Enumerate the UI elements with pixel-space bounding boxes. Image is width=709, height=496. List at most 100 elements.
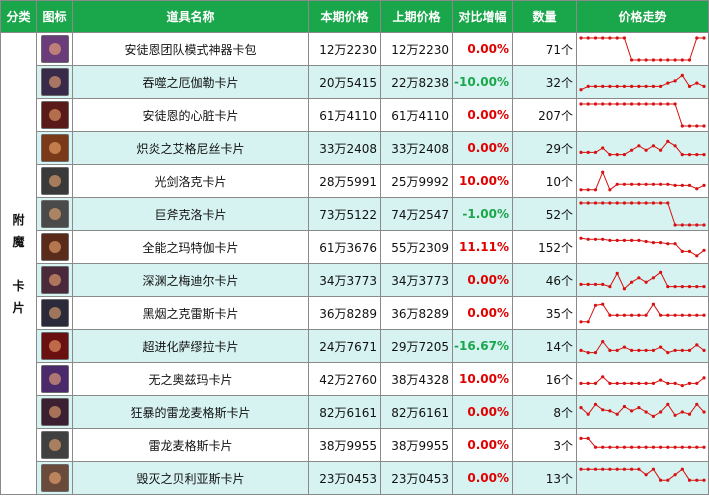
table-row[interactable]: 无之奥兹玛卡片 42万2760 38万4328 10.00% 16个 xyxy=(1,362,709,396)
trend-point xyxy=(601,201,605,205)
price-trend-sparkline xyxy=(579,467,706,482)
price-trend-sparkline xyxy=(579,270,706,291)
table-row[interactable]: 附 魔 卡 片安徒恩团队模式神器卡包 12万2230 12万2230 0.00% 71个 xyxy=(0,32,709,495)
trend-point xyxy=(622,201,626,205)
trend-point xyxy=(593,351,598,355)
header-category: 分类 xyxy=(0,0,37,33)
previous-price: 23万0453 xyxy=(380,461,453,495)
trend-point xyxy=(630,381,634,385)
trend-point xyxy=(702,376,706,380)
table-row[interactable]: 毁灭之贝利亚斯卡片 23万0453 23万0453 0.00% 13个 xyxy=(1,461,709,495)
header-quantity[interactable]: 数量 xyxy=(512,0,577,33)
trend-point xyxy=(579,102,583,106)
trend-point xyxy=(687,285,692,289)
previous-price: 34万3773 xyxy=(380,263,453,297)
trend-point xyxy=(666,201,670,205)
item-name[interactable]: 狂暴的雷龙麦格斯卡片 xyxy=(72,395,309,429)
table-row[interactable]: 全能之玛特伽卡片 61万3676 55万2309 11.11% 152个 xyxy=(1,230,709,264)
trend-point xyxy=(673,183,677,187)
trend-point xyxy=(644,102,648,106)
item-name[interactable]: 安徒恩的心脏卡片 xyxy=(72,98,309,132)
table-row[interactable]: 吞噬之厄伽勒卡片 20万5415 22万8238 -10.00% 32个 xyxy=(1,65,709,99)
trend-point xyxy=(601,467,605,471)
price-trend-sparkline xyxy=(579,73,706,92)
trend-point xyxy=(601,36,605,40)
trend-point xyxy=(608,285,612,289)
trend-point xyxy=(666,285,670,289)
trend-point xyxy=(601,375,605,379)
trend-point xyxy=(702,445,706,449)
table-row[interactable]: 黑烟之克雷斯卡片 36万8289 36万8289 0.00% 35个 xyxy=(1,296,709,330)
icon-cell xyxy=(36,263,73,297)
item-name[interactable]: 毁灭之贝利亚斯卡片 xyxy=(72,461,309,495)
item-name[interactable]: 深渊之梅迪尔卡片 xyxy=(72,263,309,297)
table-row[interactable]: 巨斧克洛卡片 73万5122 74万2547 -1.00% 52个 xyxy=(1,197,709,231)
trend-point xyxy=(579,282,583,286)
price-trend-sparkline xyxy=(579,170,706,192)
trend-point xyxy=(651,241,655,245)
header-current-price[interactable]: 本期价格 xyxy=(308,0,381,33)
trend-point xyxy=(622,467,626,471)
trend-point xyxy=(637,238,641,242)
trend-point xyxy=(659,241,663,245)
price-trend-cell xyxy=(576,230,709,264)
trend-point xyxy=(637,182,641,186)
table-row[interactable]: 光剑洛克卡片 28万5991 25万9992 10.00% 10个 xyxy=(1,164,709,198)
item-name[interactable]: 巨斧克洛卡片 xyxy=(72,197,309,231)
table-row[interactable]: 深渊之梅迪尔卡片 34万3773 34万3773 0.00% 46个 xyxy=(1,263,709,297)
price-trend-cell xyxy=(576,395,709,429)
trend-point xyxy=(651,381,655,385)
trend-point xyxy=(579,320,583,324)
trend-point xyxy=(586,237,590,241)
item-name[interactable]: 雷龙麦格斯卡片 xyxy=(72,428,309,462)
item-name[interactable]: 炽炎之艾格尼丝卡片 xyxy=(72,131,309,165)
previous-price: 38万9955 xyxy=(380,428,453,462)
trend-point xyxy=(680,467,684,471)
trend-point xyxy=(702,183,706,187)
header-item-name[interactable]: 道具名称 xyxy=(72,0,309,33)
table-row[interactable]: 安徒恩的心脏卡片 61万4110 61万4110 0.00% 207个 xyxy=(1,98,709,132)
trend-point xyxy=(579,381,583,385)
trend-point xyxy=(673,285,677,289)
previous-price: 74万2547 xyxy=(380,197,453,231)
item-name[interactable]: 超进化萨缪拉卡片 xyxy=(72,329,309,363)
trend-point xyxy=(651,144,655,148)
trend-point xyxy=(593,201,598,205)
trend-point xyxy=(579,236,583,240)
item-name[interactable]: 光剑洛克卡片 xyxy=(72,164,309,198)
trend-point xyxy=(680,313,684,317)
item-name[interactable]: 全能之玛特伽卡片 xyxy=(72,230,309,264)
trend-point xyxy=(637,276,641,280)
table-row[interactable]: 炽炎之艾格尼丝卡片 33万2408 33万2408 0.00% 29个 xyxy=(1,131,709,165)
trend-point xyxy=(586,84,590,88)
change-percent: -16.67% xyxy=(452,329,513,363)
current-price: 73万5122 xyxy=(308,197,381,231)
trend-point xyxy=(673,58,677,62)
price-trend-sparkline xyxy=(579,375,706,388)
trend-point xyxy=(579,88,583,92)
trend-point xyxy=(695,36,699,40)
table-row[interactable]: 狂暴的雷龙麦格斯卡片 82万6161 82万6161 0.00% 8个 xyxy=(1,395,709,429)
trend-line xyxy=(580,340,705,354)
card-icon xyxy=(40,134,69,162)
trend-point xyxy=(608,381,612,385)
trend-point xyxy=(702,248,706,252)
trend-point xyxy=(630,84,634,88)
item-name[interactable]: 无之奥兹玛卡片 xyxy=(72,362,309,396)
table-row[interactable]: 雷龙麦格斯卡片 38万9955 38万9955 0.00% 3个 xyxy=(1,428,709,462)
trend-point xyxy=(630,201,634,205)
header-previous-price[interactable]: 上期价格 xyxy=(380,0,453,33)
item-name[interactable]: 安徒恩团队模式神器卡包 xyxy=(72,32,309,66)
trend-line xyxy=(581,202,704,226)
trend-point xyxy=(695,81,699,85)
item-name[interactable]: 黑烟之克雷斯卡片 xyxy=(72,296,309,330)
item-name[interactable]: 吞噬之厄伽勒卡片 xyxy=(72,65,309,99)
table-row[interactable]: 超进化萨缪拉卡片 24万7671 29万7205 -16.67% 14个 xyxy=(1,329,709,363)
trend-line xyxy=(581,170,705,191)
trend-point xyxy=(687,58,692,62)
card-icon xyxy=(40,365,69,393)
header-change[interactable]: 对比增幅 xyxy=(452,0,513,33)
trend-point xyxy=(644,280,648,284)
trend-point xyxy=(601,408,605,412)
previous-price: 33万2408 xyxy=(380,131,453,165)
